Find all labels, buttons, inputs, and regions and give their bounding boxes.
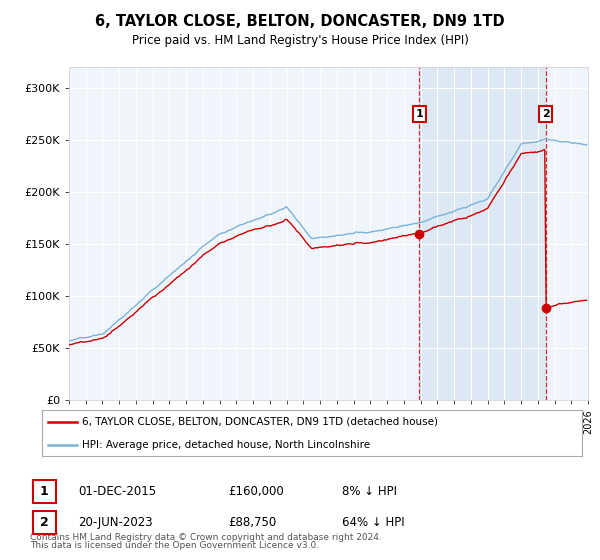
Text: 01-DEC-2015: 01-DEC-2015 [78, 485, 156, 498]
Text: HPI: Average price, detached house, North Lincolnshire: HPI: Average price, detached house, Nort… [83, 440, 371, 450]
Bar [419, 67, 545, 400]
Text: 6, TAYLOR CLOSE, BELTON, DONCASTER, DN9 1TD (detached house): 6, TAYLOR CLOSE, BELTON, DONCASTER, DN9 … [83, 417, 439, 427]
Text: 1: 1 [415, 109, 423, 119]
Text: 2: 2 [40, 516, 49, 529]
Text: 6, TAYLOR CLOSE, BELTON, DONCASTER, DN9 1TD: 6, TAYLOR CLOSE, BELTON, DONCASTER, DN9 … [95, 14, 505, 29]
Text: 8% ↓ HPI: 8% ↓ HPI [342, 485, 397, 498]
Text: This data is licensed under the Open Government Licence v3.0.: This data is licensed under the Open Gov… [30, 541, 319, 550]
Text: 64% ↓ HPI: 64% ↓ HPI [342, 516, 404, 529]
Text: £160,000: £160,000 [228, 485, 284, 498]
Text: Contains HM Land Registry data © Crown copyright and database right 2024.: Contains HM Land Registry data © Crown c… [30, 533, 382, 542]
Text: £88,750: £88,750 [228, 516, 276, 529]
Text: 2: 2 [542, 109, 550, 119]
Text: 20-JUN-2023: 20-JUN-2023 [78, 516, 152, 529]
Text: Price paid vs. HM Land Registry's House Price Index (HPI): Price paid vs. HM Land Registry's House … [131, 34, 469, 46]
Text: 1: 1 [40, 485, 49, 498]
